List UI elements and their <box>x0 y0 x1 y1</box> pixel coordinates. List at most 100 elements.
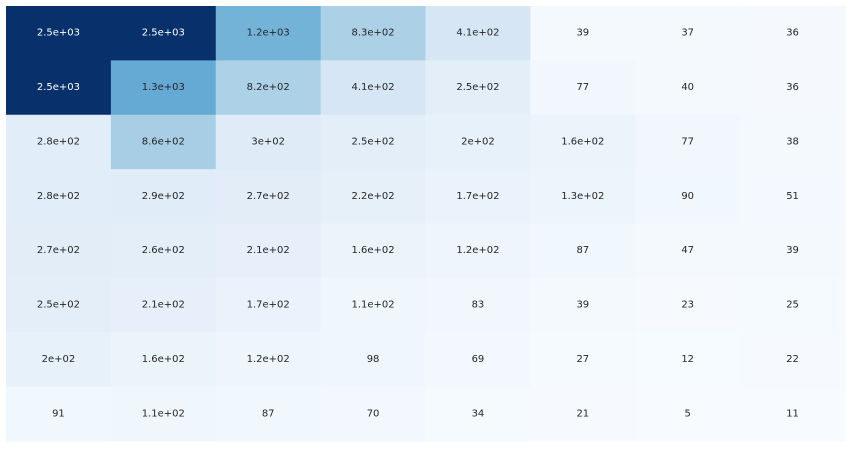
heatmap-cell-r3-c7 <box>740 169 846 225</box>
cell-annotation-r7-c3: 70 <box>367 408 380 419</box>
cell-annotation-r7-c6: 5 <box>685 408 691 419</box>
heatmap-cell-r3-c1 <box>110 169 217 225</box>
heatmap-cell-r6-c1 <box>110 332 217 388</box>
heatmap-cell-r7-c1 <box>110 386 217 442</box>
heatmap-cell-r3-c6 <box>635 169 741 225</box>
cell-annotation-r5-c7: 25 <box>786 300 799 311</box>
heatmap-cell-r2-c5 <box>530 114 636 170</box>
heatmap-cell-r5-c0 <box>6 277 112 333</box>
cell-annotation-r4-c7: 39 <box>786 245 799 256</box>
cell-annotation-r3-c5: 1.3e+02 <box>561 191 604 202</box>
heatmap-cell-r5-c3 <box>320 277 427 333</box>
cell-annotation-r5-c4: 83 <box>472 300 485 311</box>
cell-annotation-r0-c7: 36 <box>786 28 799 39</box>
cell-annotation-r2-c1: 8.6e+02 <box>142 136 185 147</box>
cell-annotation-r7-c5: 21 <box>576 408 589 419</box>
cell-annotation-r2-c6: 77 <box>681 136 694 147</box>
cell-annotation-r0-c2: 1.2e+03 <box>247 28 290 39</box>
cell-annotation-r7-c4: 34 <box>472 408 485 419</box>
heatmap-annotations: 2.5e+03 2.5e+03 1.2e+03 8.3e+02 4.1e+02 39 37 3… <box>37 28 799 420</box>
cell-annotation-r7-c0: 91 <box>52 408 65 419</box>
cell-annotation-r3-c4: 1.7e+02 <box>456 191 499 202</box>
cell-annotation-r3-c2: 2.7e+02 <box>247 191 290 202</box>
cell-annotation-r6-c6: 12 <box>681 354 694 365</box>
heatmap-cell-r0-c4 <box>425 6 531 61</box>
cell-annotation-r4-c6: 47 <box>681 245 694 256</box>
heatmap-cell-r2-c6 <box>635 114 741 170</box>
cell-annotation-r1-c4: 2.5e+02 <box>456 82 499 93</box>
cell-annotation-r6-c3: 98 <box>367 354 380 365</box>
heatmap-cell-r0-c3 <box>320 6 427 61</box>
heatmap-cell-r2-c1 <box>110 114 217 170</box>
heatmap-cell-r1-c2 <box>215 60 322 116</box>
heatmap-cell-r1-c1 <box>110 60 217 116</box>
heatmap-cell-r1-c7 <box>740 60 846 116</box>
heatmap-cells <box>6 6 846 442</box>
heatmap-cell-r5-c6 <box>635 277 741 333</box>
cell-annotation-r4-c5: 87 <box>576 245 589 256</box>
cell-annotation-r1-c0: 2.5e+03 <box>37 82 80 93</box>
cell-annotation-r3-c3: 2.2e+02 <box>351 191 394 202</box>
cell-annotation-r1-c6: 40 <box>681 82 694 93</box>
heatmap-cell-r5-c1 <box>110 277 217 333</box>
cell-annotation-r6-c7: 22 <box>786 354 799 365</box>
heatmap-cell-r4-c5 <box>530 223 636 279</box>
heatmap-cell-r1-c4 <box>425 60 531 116</box>
heatmap-cell-r3-c0 <box>6 169 112 225</box>
heatmap-cell-r4-c4 <box>425 223 531 279</box>
heatmap-cell-r0-c0 <box>6 6 112 61</box>
cell-annotation-r2-c3: 2.5e+02 <box>351 136 394 147</box>
cell-annotation-r4-c3: 1.6e+02 <box>351 245 394 256</box>
cell-annotation-r0-c3: 8.3e+02 <box>351 28 394 39</box>
cell-annotation-r4-c2: 2.1e+02 <box>247 245 290 256</box>
heatmap-cell-r2-c2 <box>215 114 322 170</box>
heatmap-cell-r2-c7 <box>740 114 846 170</box>
cell-annotation-r2-c5: 1.6e+02 <box>561 136 604 147</box>
cell-annotation-r6-c4: 69 <box>472 354 485 365</box>
heatmap-cell-r7-c2 <box>215 386 322 442</box>
cell-annotation-r2-c7: 38 <box>786 136 799 147</box>
heatmap-cell-r5-c5 <box>530 277 636 333</box>
heatmap-cell-r1-c6 <box>635 60 741 116</box>
heatmap-cell-r3-c3 <box>320 169 427 225</box>
heatmap-cell-r7-c0 <box>6 386 112 442</box>
cell-annotation-r7-c1: 1.1e+02 <box>142 408 185 419</box>
cell-annotation-r6-c1: 1.6e+02 <box>142 354 185 365</box>
cell-annotation-r0-c0: 2.5e+03 <box>37 28 80 39</box>
heatmap-cell-r5-c4 <box>425 277 531 333</box>
cell-annotation-r5-c1: 2.1e+02 <box>142 300 185 311</box>
cell-annotation-r5-c6: 23 <box>681 300 694 311</box>
heatmap-cell-r6-c6 <box>635 332 741 388</box>
cell-annotation-r3-c0: 2.8e+02 <box>37 191 80 202</box>
cell-annotation-r5-c2: 1.7e+02 <box>247 300 290 311</box>
cell-annotation-r7-c2: 87 <box>262 408 275 419</box>
cell-annotation-r1-c7: 36 <box>786 82 799 93</box>
heatmap-cell-r0-c1 <box>110 6 217 61</box>
heatmap-cell-r7-c7 <box>740 386 846 442</box>
heatmap-cell-r1-c0 <box>6 60 112 116</box>
cell-annotation-r5-c3: 1.1e+02 <box>351 300 394 311</box>
heatmap-cell-r6-c5 <box>530 332 636 388</box>
cell-annotation-r4-c4: 1.2e+02 <box>456 245 499 256</box>
heatmap-cell-r2-c3 <box>320 114 427 170</box>
cell-annotation-r6-c2: 1.2e+02 <box>247 354 290 365</box>
heatmap-cell-r5-c7 <box>740 277 846 333</box>
cell-annotation-r1-c2: 8.2e+02 <box>247 82 290 93</box>
heatmap-cell-r5-c2 <box>215 277 322 333</box>
heatmap-cell-r4-c3 <box>320 223 427 279</box>
heatmap-cell-r6-c0 <box>6 332 112 388</box>
cell-annotation-r2-c2: 3e+02 <box>251 136 285 147</box>
heatmap-cell-r4-c6 <box>635 223 741 279</box>
heatmap-cell-r7-c4 <box>425 386 531 442</box>
heatmap-cell-r4-c2 <box>215 223 322 279</box>
cell-annotation-r3-c1: 2.9e+02 <box>142 191 185 202</box>
heatmap-cell-r7-c5 <box>530 386 636 442</box>
cell-annotation-r3-c6: 90 <box>681 191 694 202</box>
cell-annotation-r4-c0: 2.7e+02 <box>37 245 80 256</box>
cell-annotation-r1-c5: 77 <box>576 82 589 93</box>
heatmap-cell-r3-c5 <box>530 169 636 225</box>
cell-annotation-r3-c7: 51 <box>786 191 799 202</box>
heatmap-cell-r3-c2 <box>215 169 322 225</box>
heatmap-cell-r4-c7 <box>740 223 846 279</box>
heatmap-cell-r6-c3 <box>320 332 427 388</box>
